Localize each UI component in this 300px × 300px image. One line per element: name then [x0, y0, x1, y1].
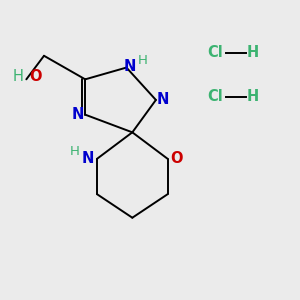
Text: H: H [13, 69, 23, 84]
Text: H: H [247, 89, 259, 104]
Text: H: H [138, 54, 148, 67]
Text: N: N [157, 92, 170, 107]
Text: Cl: Cl [207, 45, 223, 60]
Text: N: N [82, 151, 94, 166]
Text: N: N [72, 107, 84, 122]
Text: H: H [247, 45, 259, 60]
Text: O: O [170, 151, 183, 166]
Text: Cl: Cl [207, 89, 223, 104]
Text: H: H [70, 145, 80, 158]
Text: N: N [123, 58, 136, 74]
Text: O: O [29, 69, 42, 84]
